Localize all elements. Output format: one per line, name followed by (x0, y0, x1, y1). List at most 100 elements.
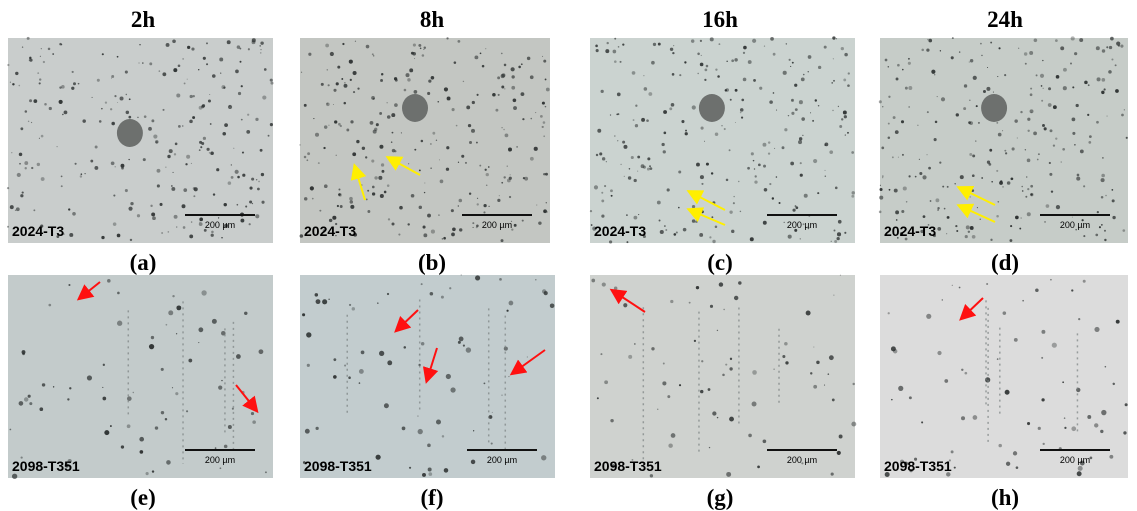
pit (387, 218, 391, 221)
pit (935, 198, 940, 203)
pit (787, 234, 792, 239)
pit (491, 411, 493, 414)
pit (740, 116, 744, 119)
pit (1123, 109, 1125, 111)
pit (549, 303, 555, 309)
pit (458, 198, 463, 203)
pit (990, 41, 993, 44)
pit (400, 132, 402, 134)
pit (697, 72, 699, 75)
pit (471, 100, 475, 105)
pit (937, 226, 942, 231)
pit (903, 461, 908, 466)
material-label: 2024-T3 (884, 223, 936, 239)
pit (589, 210, 593, 213)
pit (172, 294, 175, 298)
pit (601, 214, 605, 218)
pit (958, 286, 961, 289)
pit (1042, 87, 1044, 89)
pit (20, 127, 24, 131)
pit (240, 218, 245, 223)
pit (678, 206, 680, 209)
pit (379, 112, 383, 115)
pit (110, 77, 112, 79)
pit (380, 79, 383, 82)
pit (417, 415, 419, 417)
pit (752, 370, 757, 375)
pit (782, 70, 787, 75)
pit (1011, 147, 1015, 151)
pit (9, 205, 14, 210)
pit (264, 471, 267, 474)
pit (813, 384, 818, 389)
pit (487, 166, 490, 168)
pit (1004, 74, 1007, 77)
micrograph-panel: 200 µm 2098-T351 (300, 274, 555, 478)
pit (91, 96, 93, 99)
pit (349, 196, 353, 201)
pit (165, 323, 168, 326)
pit (623, 175, 625, 178)
pit (15, 71, 19, 76)
pit (933, 138, 937, 142)
pit (770, 36, 774, 41)
pit (139, 450, 144, 454)
pit (729, 210, 733, 214)
pit (413, 57, 416, 60)
pit (409, 68, 414, 73)
pit (634, 124, 639, 128)
pit (497, 76, 501, 80)
pit (1121, 113, 1124, 117)
pit (333, 88, 337, 92)
pit (429, 291, 434, 296)
pit (1048, 87, 1052, 91)
pit (969, 196, 971, 198)
pit (801, 117, 805, 121)
pit (506, 178, 511, 183)
arrow (350, 163, 367, 201)
pit (987, 66, 989, 69)
pit (742, 51, 746, 54)
scale-label: 200 µm (205, 455, 235, 465)
pit (545, 172, 548, 176)
pit (1072, 86, 1075, 89)
pit (457, 205, 459, 207)
pit (907, 61, 911, 65)
pit (723, 308, 725, 311)
pit (458, 336, 464, 342)
pit (626, 241, 629, 244)
pit (209, 123, 212, 125)
pit (235, 69, 239, 74)
pit (1025, 195, 1028, 198)
pit (813, 158, 818, 164)
pit (69, 387, 72, 390)
pit (421, 54, 425, 57)
pit (244, 311, 248, 316)
pit (1076, 471, 1082, 477)
panel-caption: (a) (130, 250, 157, 275)
pit (128, 206, 133, 211)
pit (172, 171, 174, 173)
pit (173, 153, 177, 156)
pit (216, 168, 220, 172)
pit (1105, 194, 1107, 197)
pit (1050, 278, 1052, 281)
pit (996, 215, 999, 218)
pit (24, 110, 28, 113)
pit (485, 184, 488, 187)
pit (501, 181, 504, 184)
pit (988, 162, 992, 166)
pit (1026, 421, 1031, 426)
pit (1039, 73, 1045, 78)
pit (497, 93, 500, 96)
pit (529, 156, 534, 161)
pit (251, 177, 255, 181)
pit (715, 68, 718, 71)
pit (997, 75, 999, 78)
pit (890, 346, 896, 352)
pit (678, 384, 682, 387)
pit (221, 85, 226, 90)
pit (604, 184, 607, 188)
pit (963, 84, 968, 88)
pit (323, 184, 328, 189)
